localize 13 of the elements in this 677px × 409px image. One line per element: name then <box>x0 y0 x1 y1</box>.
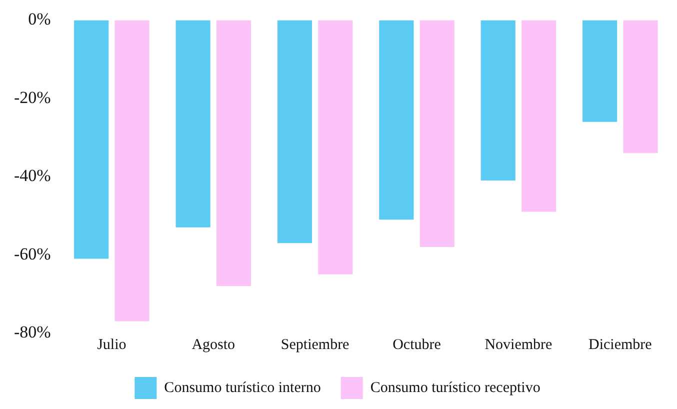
legend-label: Consumo turístico receptivo <box>370 380 540 396</box>
y-tick-label: -20% <box>14 88 51 107</box>
y-tick-label: -80% <box>14 322 51 342</box>
x-tick-label: Octubre <box>392 336 442 353</box>
y-tick-label: -60% <box>14 244 51 264</box>
x-tick-label: Diciembre <box>588 336 652 353</box>
y-tick-label: -40% <box>14 166 51 186</box>
x-tick-label: Septiembre <box>280 336 350 353</box>
x-tick-label: Noviembre <box>484 336 553 353</box>
x-tick-label: Julio <box>97 336 126 353</box>
y-tick-label: 0% <box>28 10 51 29</box>
x-tick-label: Agosto <box>192 336 236 353</box>
legend-label: Consumo turístico interno <box>164 380 321 396</box>
